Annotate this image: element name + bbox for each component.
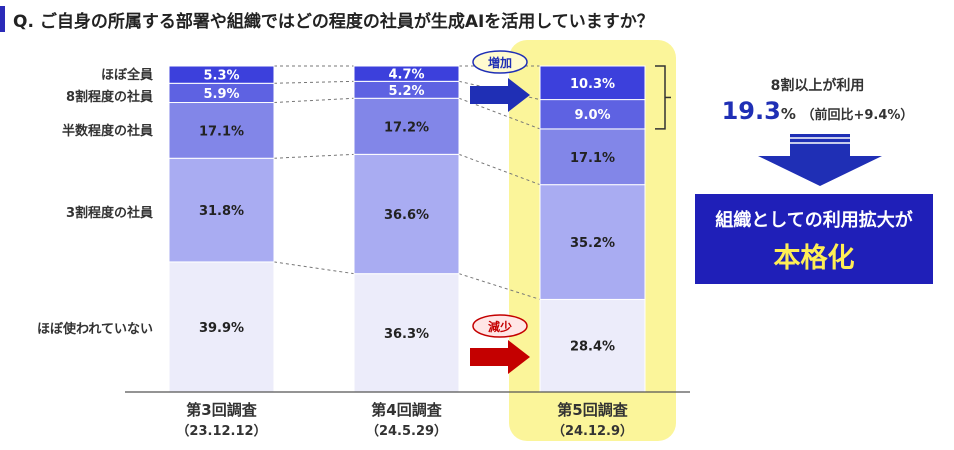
result-line2: 本格化 [773,243,855,274]
connector-line [458,80,541,101]
data-label: 36.3% [384,327,429,342]
question-accent-bar [0,6,5,32]
bar-segment [353,273,460,393]
question-title: Q. ご自身の所属する部署や組織ではどの程度の社員が生成AIを活用していますか？ [13,12,654,32]
summary-note-line1: 8割以上が利用 [770,78,865,94]
data-label: 31.8% [199,204,244,219]
data-label: 17.2% [384,120,429,135]
bar-segment [539,184,646,300]
bar-segment [168,102,275,159]
bar-segment [539,128,646,186]
data-label: 17.1% [570,151,615,166]
increase-badge-label: 増加 [488,55,512,70]
bar-segment [539,99,646,130]
x-tick-label: 第4回調査 [371,401,442,419]
bar-segment [353,153,460,275]
data-label: 5.9% [203,87,239,102]
data-label: 4.7% [388,68,424,83]
bar-segment [353,65,460,82]
bar-segment [168,65,275,84]
decrease-badge [472,314,528,338]
summary-comparison: （前回比+9.4%） [801,108,914,123]
data-label: 36.6% [384,208,429,223]
category-label: 半数程度の社員 [62,123,153,139]
data-label: 5.2% [388,84,424,99]
x-tick-sublabel: （24.5.29） [366,423,447,439]
decrease-arrow-icon [470,340,530,374]
connector-line [273,97,355,104]
x-tick-sublabel: （23.12.12） [176,423,266,439]
data-label: 10.3% [570,77,615,92]
data-label: 39.9% [199,321,244,336]
connector-line [273,261,355,275]
result-line1: 組織としての利用拡大が [715,210,913,231]
category-label: 3割程度の社員 [66,205,153,221]
category-label: ほぼ全員 [101,67,153,83]
decrease-badge-label: 減少 [488,319,512,334]
data-label: 28.4% [570,340,615,355]
data-label: 17.1% [199,124,244,139]
bar-segment [539,298,646,393]
connector-line [458,153,541,186]
data-label: 5.3% [203,69,239,84]
connector-line [273,153,355,159]
summary-note: 8割以上が利用 19.3% （前回比+9.4%） [700,75,935,125]
connector-line [273,80,355,84]
summary-value-line: 19.3% （前回比+9.4%） [700,97,935,125]
summary-unit: % [780,105,796,123]
category-label: 8割程度の社員 [66,89,153,105]
data-label: 9.0% [574,108,610,123]
x-tick-label: 第3回調査 [186,401,257,419]
result-box: 組織としての利用拡大が 本格化 [695,194,933,284]
summary-value: 19.3 [721,97,781,125]
connector-line [458,273,541,300]
category-label: ほぼ使われていない [37,321,153,337]
down-arrow-icon [758,134,882,186]
bar-segment [539,65,646,101]
data-label: 35.2% [570,236,615,251]
x-tick-label: 第5回調査 [557,401,628,419]
x-tick-sublabel: （24.12.9） [552,423,633,439]
bar-segment [353,97,460,155]
bar-segment [168,261,275,393]
increase-badge [472,50,528,74]
increase-arrow-icon [470,78,530,112]
bar-segment [168,157,275,263]
